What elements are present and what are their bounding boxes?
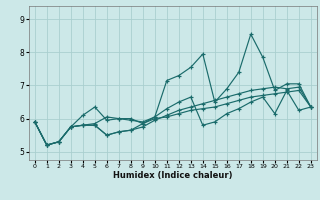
X-axis label: Humidex (Indice chaleur): Humidex (Indice chaleur) bbox=[113, 171, 233, 180]
